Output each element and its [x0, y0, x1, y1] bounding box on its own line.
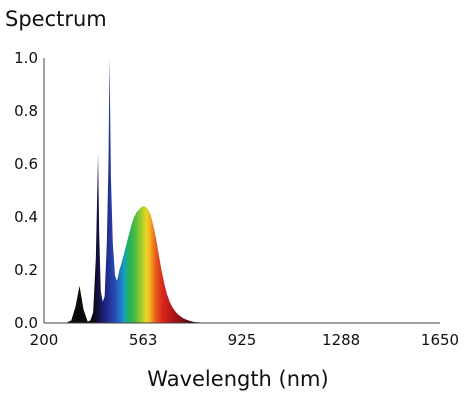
x-axis-title: Wavelength (nm)	[147, 367, 328, 391]
plot-area	[65, 58, 440, 323]
y-tick-label: 0.0	[14, 314, 38, 332]
y-tick-label: 1.0	[14, 49, 38, 67]
x-tick-label: 563	[129, 331, 158, 349]
y-tick-label: 0.2	[14, 261, 38, 279]
y-tick-label: 0.4	[14, 208, 38, 226]
y-tick-label: 0.8	[14, 102, 38, 120]
x-tick-label: 200	[30, 331, 59, 349]
x-tick-label: 1650	[421, 331, 459, 349]
y-tick-label: 0.6	[14, 155, 38, 173]
x-tick-labels: 200 563 925 1288 1650	[30, 331, 459, 349]
x-tick-label: 1288	[322, 331, 360, 349]
x-tick-label: 925	[228, 331, 257, 349]
y-tick-labels: 0.0 0.2 0.4 0.6 0.8 1.0	[14, 49, 38, 332]
chart-title: Spectrum	[5, 7, 107, 31]
spectrum-area	[65, 58, 440, 323]
